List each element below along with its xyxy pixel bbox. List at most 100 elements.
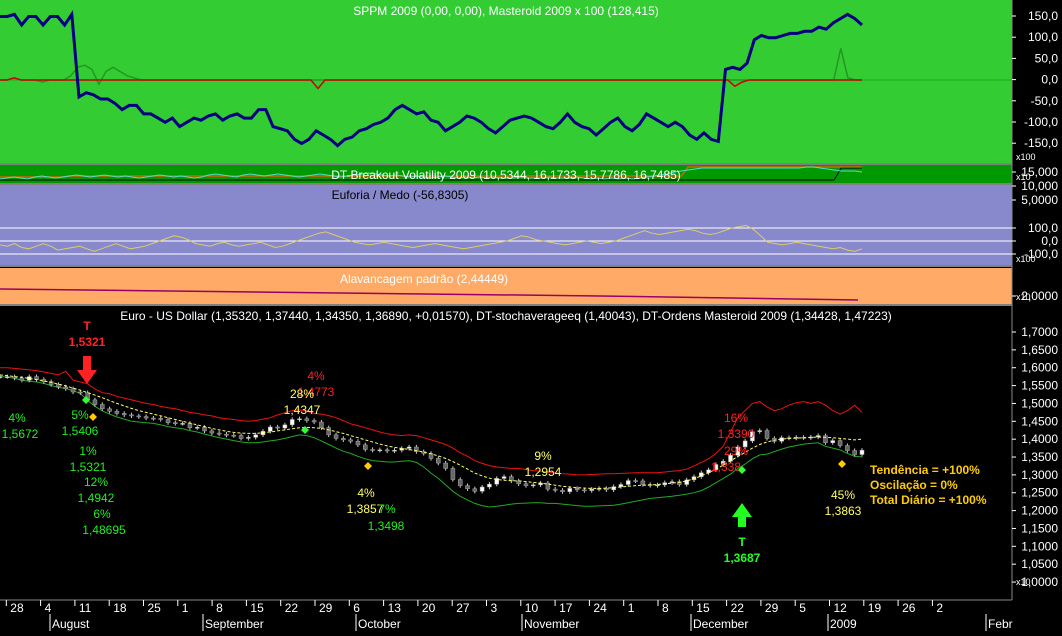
signal-diamond-icon (89, 413, 97, 421)
euforia-tick: 100,0 (1028, 221, 1058, 235)
x-day-label: 18 (113, 601, 127, 615)
candle-body (640, 480, 646, 485)
euforia-tick: 0,0 (1041, 234, 1058, 248)
candle-body (560, 489, 565, 492)
x-day-label: 11 (79, 601, 92, 615)
x-day-label: 15 (696, 601, 710, 615)
candle-body (319, 421, 324, 428)
candle-body (70, 388, 76, 393)
candle-body (859, 449, 865, 455)
t-top-label: T (83, 319, 91, 333)
label-red-pct: 29% (724, 444, 748, 458)
x-day-label: 29 (319, 601, 333, 615)
breakout-scale-tag: x10 (1016, 172, 1031, 182)
breakout-lower-line (0, 167, 862, 181)
label-red-pct: 4% (307, 369, 325, 383)
candle-body (333, 434, 339, 439)
label-green-pct: 12% (84, 475, 108, 489)
candle-body (297, 418, 302, 421)
price-scale-tag: x10 (1016, 577, 1031, 587)
alavancagem-title: Alavancagem padrão (2,44449) (340, 272, 508, 286)
x-day-label: 17 (559, 601, 573, 615)
alav-scale-tag: x10 (1016, 292, 1031, 302)
price-tick: 1,5000 (1021, 396, 1058, 410)
buy-arrow-icon (732, 503, 752, 527)
sppm-masteroid-line (0, 10, 863, 148)
candle-body (56, 384, 61, 388)
signal-diamond-icon (838, 460, 846, 468)
candle-body (713, 464, 719, 471)
label-yellow-value: 1,3857 (347, 502, 384, 516)
sppm-tick: 50,0 (1035, 51, 1059, 65)
candle-body (187, 423, 193, 428)
x-day-label: 22 (731, 601, 745, 615)
candle-body (815, 435, 821, 438)
candle-body (837, 440, 843, 446)
label-red-pct: 16% (724, 411, 748, 425)
candle-body (750, 431, 755, 442)
candle-body (114, 411, 120, 414)
x-day-label: 8 (216, 601, 223, 615)
x-day-label: 27 (456, 601, 470, 615)
x-month-label: August (52, 617, 90, 631)
x-day-label: 4 (45, 601, 52, 615)
candle-body (246, 437, 251, 439)
x-month-label: December (693, 617, 748, 631)
candle-body (5, 376, 10, 378)
label-red-value: 1,338 (711, 460, 741, 474)
price-tick: 1,4500 (1021, 414, 1058, 428)
candle-body (253, 434, 258, 438)
x-day-label: 5 (799, 601, 806, 615)
candle-body (48, 381, 54, 385)
label-green-pct: 4% (8, 411, 26, 425)
price-tick: 1,2500 (1021, 486, 1058, 500)
price-tick: 1,5500 (1021, 379, 1058, 393)
label-red-value: 1,3390 (718, 427, 755, 441)
label-green-pct: 5% (71, 408, 89, 422)
candle-body (720, 461, 726, 465)
candle-body (845, 445, 850, 451)
x-day-label: 13 (388, 601, 402, 615)
label-yellow-value: 1,4347 (284, 403, 321, 417)
candle-body (487, 483, 492, 488)
candle-body (341, 438, 346, 441)
candle-body (691, 476, 697, 481)
candle-body (275, 426, 280, 429)
candle-body (151, 417, 156, 420)
candle-body (78, 391, 83, 394)
price-tick: 1,1500 (1021, 521, 1058, 535)
x-month-label: November (524, 617, 579, 631)
x-day-label: 8 (662, 601, 669, 615)
sppm-scale-tag: x100 (1016, 152, 1036, 162)
x-day-label: 1 (628, 601, 635, 615)
candle-body (611, 486, 616, 491)
candle-body (567, 488, 573, 492)
candle-body (574, 488, 580, 491)
sppm-panel (0, 0, 1012, 163)
label-yellow-pct: 4% (357, 486, 375, 500)
candle-body (384, 449, 390, 452)
candle-body (618, 484, 624, 487)
x-axis (0, 600, 1012, 631)
candle-body (735, 446, 741, 456)
candle-body (742, 440, 748, 448)
euforia-title: Euforia / Medo (-56,8305) (332, 188, 469, 202)
candle-body (165, 419, 171, 423)
price-title: Euro - US Dollar (1,35320, 1,37440, 1,34… (120, 309, 892, 323)
breakout-upper-line (0, 166, 862, 178)
x-month-label: September (205, 617, 264, 631)
candle-body (443, 462, 448, 469)
sppm-tick: 150,0 (1028, 9, 1058, 23)
x-day-label: 12 (834, 601, 848, 615)
x-day-label: 19 (868, 601, 882, 615)
x-day-label: 20 (422, 601, 436, 615)
candle-body (669, 481, 675, 483)
candle-body (180, 423, 185, 425)
candle-body (377, 449, 383, 452)
alav-tick: 2,0000 (1021, 289, 1058, 303)
breakout-cyan-line (0, 166, 863, 180)
candle-body (552, 488, 558, 491)
candle-body (289, 419, 295, 426)
candle-body (129, 414, 134, 417)
